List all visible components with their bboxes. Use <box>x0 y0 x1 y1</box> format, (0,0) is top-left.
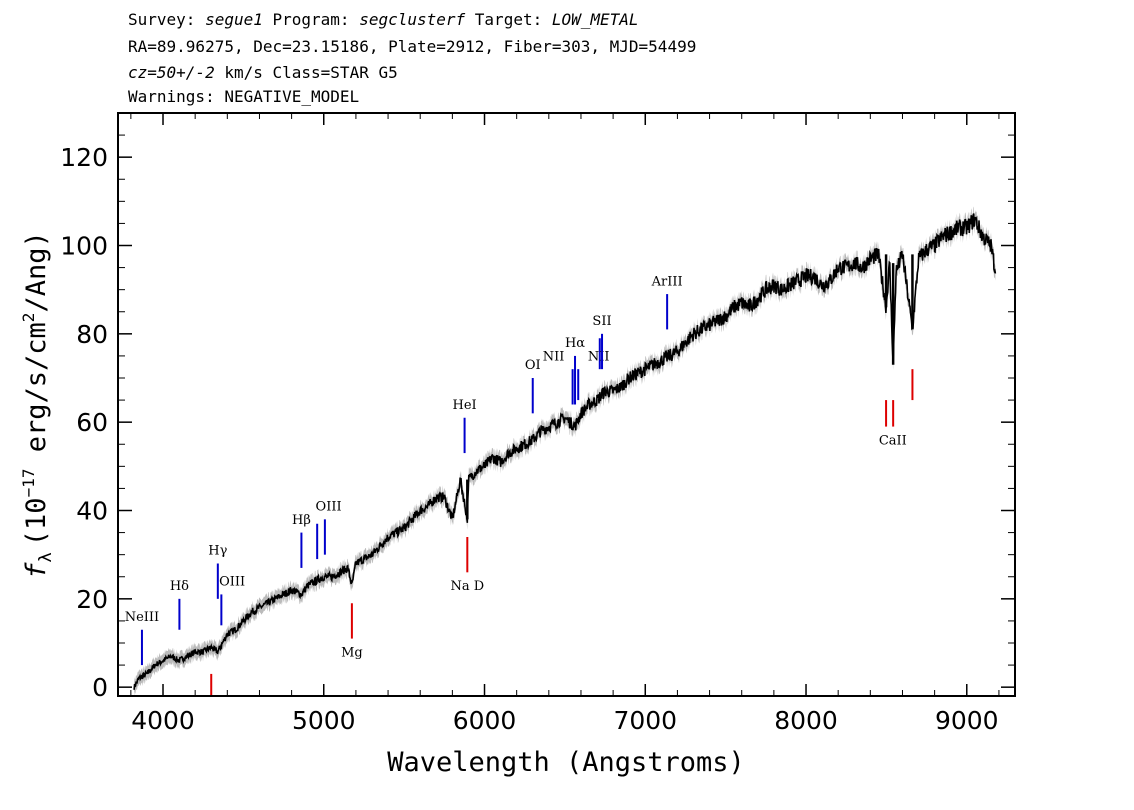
line-label: Hγ <box>208 544 227 559</box>
y-axis-label: fλ(10−17 erg/s/cm2/Ang) <box>19 231 56 578</box>
x-axis-label: Wavelength (Angstroms) <box>387 747 745 778</box>
line-label: NeIII <box>125 610 159 625</box>
line-label: ArIII <box>651 274 683 289</box>
y-tick-label: 120 <box>60 143 108 172</box>
line-label: OI <box>525 358 541 373</box>
header-line-1: Survey: segue1 Program: segclusterf Targ… <box>128 10 639 29</box>
axis-ticks: 4000 5000 6000 7000 8000 9000 0 20 40 60 80 100 120 <box>60 112 1015 735</box>
line-label: Hδ <box>170 579 189 594</box>
line-label: SII <box>592 314 611 329</box>
error-band-shape <box>134 206 996 697</box>
y-tick-label: 20 <box>76 585 108 614</box>
line-label: Hα <box>565 336 585 351</box>
line-label: Na D <box>450 579 484 594</box>
header-line-2: RA=89.96275, Dec=23.15186, Plate=2912, F… <box>128 37 697 56</box>
y-tick-label: 40 <box>76 497 108 526</box>
line-label: HeI <box>452 398 476 413</box>
line-label: NII <box>588 349 610 364</box>
x-tick-label: 4000 <box>131 706 195 735</box>
header-line-3: cz=50+/-2 km/s Class=STAR G5 <box>128 63 398 82</box>
plot-frame <box>117 112 1016 697</box>
line-label: OIII <box>219 575 245 590</box>
x-tick-label: 6000 <box>453 706 517 735</box>
spectrum-line <box>133 213 997 690</box>
line-label: OIII <box>316 500 342 515</box>
x-tick-label: 5000 <box>292 706 356 735</box>
y-tick-label: 0 <box>92 673 108 702</box>
x-tick-label: 9000 <box>935 706 999 735</box>
spectral-line-markers: NeIIIHδHγOIIIHβOIIIHeIOINIIHαNIISIIArIII… <box>125 274 914 696</box>
y-tick-label: 60 <box>76 408 108 437</box>
line-label: NII <box>543 349 565 364</box>
line-label: Hβ <box>292 513 311 528</box>
x-tick-label: 8000 <box>774 706 838 735</box>
y-tick-label: 100 <box>60 232 108 261</box>
line-label: CaII <box>879 433 907 448</box>
header-line-4: Warnings: NEGATIVE_MODEL <box>128 87 360 106</box>
error-band <box>134 206 996 697</box>
spectrum-series <box>133 213 997 690</box>
y-tick-label: 80 <box>76 320 108 349</box>
x-tick-label: 7000 <box>613 706 677 735</box>
line-label: Mg <box>341 645 363 660</box>
